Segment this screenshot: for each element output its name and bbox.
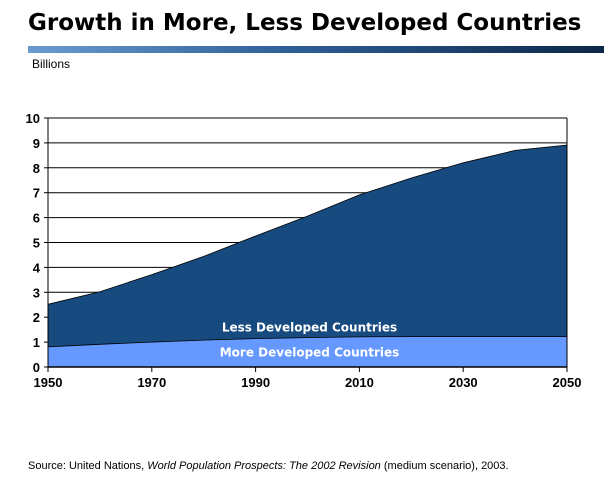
axes xyxy=(44,117,568,372)
source-prefix: Source: United Nations, xyxy=(28,460,148,472)
y-tick-label: 9 xyxy=(33,136,40,151)
source-note: Source: United Nations, World Population… xyxy=(28,460,509,472)
label-less-developed-countries: Less Developed Countries xyxy=(222,321,397,335)
x-tick-label: 2050 xyxy=(553,375,582,390)
y-tick-label: 5 xyxy=(33,236,40,251)
x-tick-label: 1950 xyxy=(34,375,63,390)
x-tick-label: 2010 xyxy=(345,375,374,390)
y-tick-label: 1 xyxy=(33,335,40,350)
y-tick-label: 10 xyxy=(26,111,40,126)
tick-labels: 0 1 2 3 4 5 6 7 8 9 10 1950 1970 1990 2010 2030 2050 xyxy=(26,111,582,390)
title-rule xyxy=(28,46,604,53)
label-more-developed-countries: More Developed Countries xyxy=(220,345,400,359)
y-tick-label: 0 xyxy=(33,360,40,375)
units-label: Billions xyxy=(32,57,71,71)
area-series xyxy=(47,144,568,367)
source-title: World Population Prospects: The 2002 Rev… xyxy=(147,460,381,472)
area-more-developed-countries xyxy=(48,336,567,367)
y-tick-label: 3 xyxy=(33,285,40,300)
x-tick-label: 1970 xyxy=(137,375,166,390)
source-suffix: (medium scenario), 2003. xyxy=(380,460,509,472)
x-tick-label: 2030 xyxy=(449,375,478,390)
y-tick-label: 7 xyxy=(33,186,40,201)
y-tick-label: 4 xyxy=(33,260,41,275)
series-labels: More Developed Countries Less Developed C… xyxy=(220,321,400,360)
chart-title: Growth in More, Less Developed Countries xyxy=(28,10,582,36)
y-tick-label: 2 xyxy=(33,310,40,325)
y-tick-label: 6 xyxy=(33,211,40,226)
y-tick-label: 8 xyxy=(33,161,40,176)
x-tick-label: 1990 xyxy=(241,375,270,390)
